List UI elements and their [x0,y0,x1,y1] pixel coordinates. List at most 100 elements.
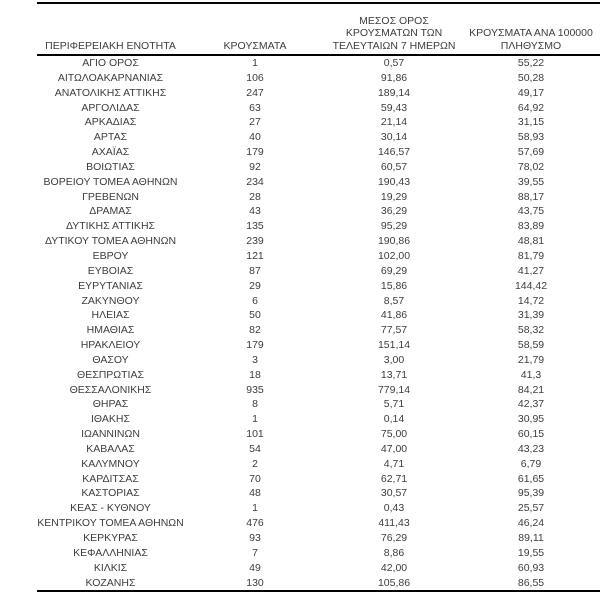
region-cell: ΕΥΡΥΤΑΝΙΑΣ [78,279,143,292]
cases-cell: 82 [249,324,261,337]
region-cell: ΚΟΖΑΝΗΣ [85,576,136,589]
table-row: ΑΝΑΤΟΛΙΚΗΣ ΑΤΤΙΚΗΣ 247 189,14 49,17 [37,86,600,101]
region-cell: ΔΡΑΜΑΣ [89,205,132,218]
cases-cell: 2 [252,457,258,470]
avg7-cell: 4,71 [383,457,405,470]
region-cell: ΒΟΙΩΤΙΑΣ [86,160,135,173]
avg7-cell: 36,29 [380,205,408,218]
table-row: ΖΑΚΥΝΘΟΥ 6 8,57 14,72 [37,294,600,309]
col-header-avg7-line3: ΤΕΛΕΥΤΑΙΩΝ 7 ΗΜΕΡΩΝ [332,39,456,52]
avg7-cell: 30,14 [380,131,408,144]
col-header-per100k-line2: ΠΛΗΘΥΣΜΟ [500,39,562,52]
per100k-cell: 86,55 [517,576,545,589]
region-cell: ΙΩΑΝΝΙΝΩΝ [81,428,140,441]
avg7-cell: 30,57 [380,487,408,500]
table-row: ΚΑΒΑΛΑΣ 54 47,00 43,23 [37,442,600,457]
per100k-cell: 81,79 [517,249,545,262]
region-cell: ΚΑΛΥΜΝΟΥ [81,457,140,470]
avg7-cell: 0,57 [383,57,405,69]
region-cell: ΗΛΕΙΑΣ [91,309,130,322]
per100k-cell: 41,27 [517,264,545,277]
region-cell: ΓΡΕΒΕΝΩΝ [82,190,139,203]
avg7-cell: 8,57 [383,294,405,307]
col-header-cases: ΚΡΟΥΣΜΑΤΑ [184,3,326,56]
region-cell: ΑΡΚΑΔΙΑΣ [84,116,137,129]
avg7-cell: 59,43 [380,101,408,114]
avg7-cell: 62,71 [380,472,408,485]
cases-cell: 6 [252,294,258,307]
per100k-cell: 14,72 [517,294,545,307]
region-cell: ΚΙΛΚΙΣ [93,561,128,574]
avg7-cell: 69,29 [380,264,408,277]
table-row: ΗΛΕΙΑΣ 50 41,86 31,39 [37,308,600,323]
avg7-cell: 47,00 [380,442,408,455]
per100k-cell: 64,92 [517,101,545,114]
cases-cell: 935 [246,383,264,396]
cases-cell: 179 [246,339,264,352]
per100k-cell: 84,21 [517,383,545,396]
table-row: ΑΡΤΑΣ 40 30,14 58,93 [37,130,600,145]
per100k-cell: 83,89 [517,220,545,233]
table-row: ΕΥΡΥΤΑΝΙΑΣ 29 15,86 144,42 [37,279,600,294]
cases-cell: 92 [249,160,261,173]
per100k-cell: 41,3 [520,368,542,381]
region-cell: ΑΧΑΪΑΣ [91,146,130,159]
table-row: ΚΟΖΑΝΗΣ 130 105,86 86,55 [37,576,600,592]
per100k-cell: 58,59 [517,339,545,352]
cases-cell: 70 [249,472,261,485]
table-row: ΚΑΛΥΜΝΟΥ 2 4,71 6,79 [37,457,600,472]
cases-cell: 179 [246,146,264,159]
table-row: ΔΥΤΙΚΟΥ ΤΟΜΕΑ ΑΘΗΝΩΝ 239 190,86 48,81 [37,234,600,249]
per100k-cell: 58,93 [517,131,545,144]
per100k-cell: 49,17 [517,86,545,99]
cases-cell: 54 [249,442,261,455]
col-header-avg7-line1: ΜΕΣΟΣ ΟΡΟΣ [359,14,429,27]
per100k-cell: 144,42 [514,279,548,292]
table-body: ΑΓΙΟ ΟΡΟΣ 1 0,57 55,22 ΑΙΤΩΛΟΑΚΑΡΝΑΝΙΑΣ 106 91… [37,55,600,591]
col-header-region-label: ΠΕΡΙΦΕΡΕΙΑΚΗ ΕΝΟΤΗΤΑ [45,39,176,52]
region-cell: ΚΕΦΑΛΛΗΝΙΑΣ [73,546,148,559]
table-row: ΘΕΣΣΑΛΟΝΙΚΗΣ 935 779,14 84,21 [37,383,600,398]
avg7-cell: 0,14 [383,413,405,426]
table-row: ΙΘΑΚΗΣ 1 0,14 30,95 [37,412,600,427]
avg7-cell: 91,86 [380,71,408,84]
cases-cell: 135 [246,220,264,233]
per100k-cell: 25,57 [517,502,545,515]
region-cell: ΚΕΡΚΥΡΑΣ [83,532,138,544]
cases-cell: 247 [246,86,264,99]
region-cell: ΚΑΒΑΛΑΣ [86,442,135,455]
per100k-cell: 21,79 [517,353,545,366]
avg7-cell: 151,14 [377,339,411,352]
region-cell: ΑΡΤΑΣ [93,131,128,144]
table-row: ΚΕΑΣ - ΚΥΘΝΟΥ 1 0,43 25,57 [37,501,600,516]
avg7-cell: 779,14 [377,383,411,396]
region-cell: ΑΝΑΤΟΛΙΚΗΣ ΑΤΤΙΚΗΣ [54,86,167,99]
per100k-cell: 42,37 [517,398,545,411]
per100k-cell: 55,22 [517,57,545,69]
avg7-cell: 15,86 [380,279,408,292]
avg7-cell: 19,29 [380,190,408,203]
table-row: ΚΙΛΚΙΣ 49 42,00 60,93 [37,561,600,576]
cases-cell: 93 [249,532,261,544]
region-cell: ΘΕΣΣΑΛΟΝΙΚΗΣ [69,383,152,396]
col-header-per100k-line1: ΚΡΟΥΣΜΑΤΑ ΑΝΑ 100000 [469,27,593,39]
table-row: ΔΥΤΙΚΗΣ ΑΤΤΙΚΗΣ 135 95,29 83,89 [37,219,600,234]
region-cell: ΑΡΓΟΛΙΔΑΣ [81,101,140,114]
table-row: ΕΒΡΟΥ 121 102,00 81,79 [37,249,600,264]
table-row: ΙΩΑΝΝΙΝΩΝ 101 75,00 60,15 [37,427,600,442]
avg7-cell: 3,00 [383,353,405,366]
table-row: ΘΗΡΑΣ 8 5,71 42,37 [37,397,600,412]
cases-cell: 121 [246,249,264,262]
region-cell: ΖΑΚΥΝΘΟΥ [81,294,140,307]
cases-cell: 3 [252,353,258,366]
avg7-cell: 105,86 [377,576,411,589]
table-row: ΗΡΑΚΛΕΙΟΥ 179 151,14 58,59 [37,338,600,353]
avg7-cell: 41,86 [380,309,408,322]
cases-cell: 1 [252,413,258,426]
region-cell: ΘΕΣΠΡΩΤΙΑΣ [77,368,144,381]
cases-cell: 43 [249,205,261,218]
cases-cell: 27 [249,116,261,129]
region-cell: ΒΟΡΕΙΟΥ ΤΟΜΕΑ ΑΘΗΝΩΝ [43,175,178,188]
header-row: ΠΕΡΙΦΕΡΕΙΑΚΗ ΕΝΟΤΗΤΑ ΚΡΟΥΣΜΑΤΑ ΜΕΣΟΣ ΟΡΟ… [37,3,600,56]
col-header-per100k: ΚΡΟΥΣΜΑΤΑ ΑΝΑ 100000 ΠΛΗΘΥΣΜΟ [462,3,600,56]
